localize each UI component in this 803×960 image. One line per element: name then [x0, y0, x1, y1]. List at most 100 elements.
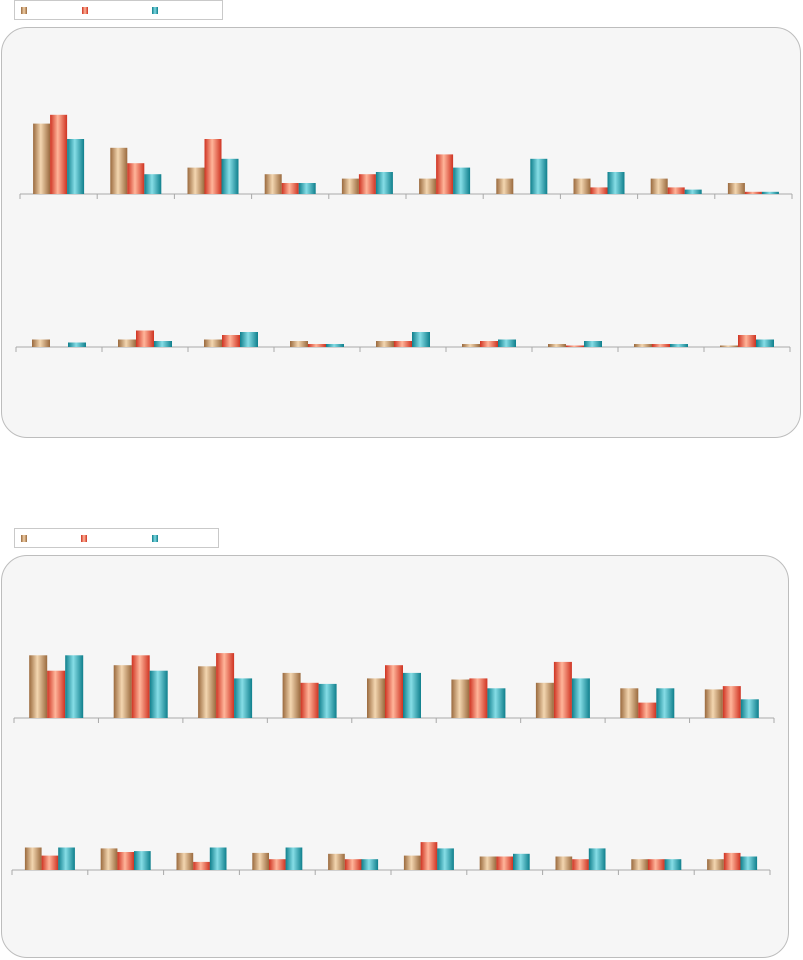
bar-series-1-category-2 [118, 339, 136, 347]
bar-series-2-category-9 [738, 335, 756, 347]
bar-series-3-category-6 [453, 167, 471, 194]
bar-series-1-category-6 [462, 344, 480, 347]
bar-series-2-category-9 [667, 187, 685, 194]
bar-series-3-category-8 [656, 688, 675, 718]
bar-series-2-category-4 [269, 859, 286, 870]
bar-series-3-category-7 [571, 678, 590, 718]
bar-series-1-category-8 [573, 178, 591, 194]
bar-series-3-category-3 [221, 158, 239, 194]
bar-series-1-category-7 [479, 856, 497, 870]
bar-series-1-category-3 [176, 852, 194, 870]
bar-series-1-category-2 [113, 665, 132, 718]
bar-series-3-category-7 [584, 341, 602, 347]
bar-series-2-category-7 [553, 661, 572, 718]
bar-series-2-category-9 [722, 686, 741, 718]
bar-series-1-category-1 [29, 655, 48, 718]
bar-series-3-category-6 [498, 339, 516, 347]
bar-series-2-category-5 [358, 174, 376, 194]
chart-panel-bottom [1, 555, 789, 958]
bar-series-2-category-1 [41, 855, 59, 870]
bar-series-2-category-3 [216, 653, 235, 718]
bar-series-3-category-1 [65, 655, 84, 718]
bar-series-1-category-4 [290, 341, 308, 347]
bar-series-2-category-5 [385, 665, 403, 718]
bar-series-3-category-8 [670, 344, 688, 347]
bar-series-1-category-8 [634, 344, 652, 347]
bar-series-1-category-8 [620, 688, 639, 718]
bar-series-1-category-7 [535, 682, 554, 718]
bar-series-1-category-9 [650, 178, 668, 194]
bar-series-3-category-3 [209, 847, 227, 870]
bar-series-2-category-4 [308, 344, 326, 347]
bar-series-2-category-8 [638, 702, 657, 718]
bar-series-3-category-3 [234, 678, 253, 718]
bar-series-2-category-3 [222, 335, 240, 347]
bar-series-3-category-3 [240, 332, 258, 347]
bar-series-1-category-9 [720, 345, 738, 347]
bar-series-1-category-3 [204, 339, 222, 347]
chart-4 [11, 842, 771, 875]
bar-series-1-category-7 [548, 344, 566, 347]
bar-series-3-category-1 [67, 139, 85, 194]
bar-series-3-category-2 [154, 341, 172, 347]
bar-series-1-category-9 [704, 689, 723, 718]
bar-series-3-category-9 [740, 699, 759, 718]
legend-key-series-2 [82, 7, 88, 14]
bar-series-1-category-2 [100, 848, 118, 870]
legend-top [14, 0, 223, 20]
bar-series-2-category-4 [281, 183, 299, 194]
bar-series-3-category-1 [68, 342, 86, 347]
bar-series-1-category-5 [367, 678, 385, 718]
bar-series-2-category-2 [127, 163, 145, 194]
bar-series-1-category-3 [198, 666, 217, 718]
bar-series-1-category-10 [707, 859, 724, 870]
bar-series-3-category-7 [530, 158, 548, 194]
bar-series-2-category-5 [394, 341, 412, 347]
bar-series-2-category-6 [420, 842, 438, 870]
bar-series-1-category-4 [252, 852, 269, 870]
bar-series-3-category-2 [144, 174, 162, 194]
bar-series-2-category-3 [193, 861, 210, 870]
bar-series-1-category-5 [328, 853, 345, 870]
bar-series-3-category-2 [149, 670, 168, 718]
bar-series-1-category-10 [727, 183, 745, 194]
bar-series-3-category-5 [375, 172, 393, 194]
bar-series-2-category-9 [648, 859, 665, 870]
chart-panel-top [1, 27, 801, 438]
bar-series-2-category-8 [590, 187, 608, 194]
bar-series-1-category-1 [33, 123, 51, 194]
bar-series-3-category-5 [403, 672, 421, 718]
bar-series-2-category-1 [50, 114, 68, 194]
bar-series-3-category-10 [740, 856, 758, 870]
bar-series-1-category-7 [496, 178, 514, 194]
bar-series-2-category-7 [496, 856, 514, 870]
bar-series-2-category-3 [204, 139, 222, 194]
bar-series-3-category-9 [756, 339, 774, 347]
bar-series-3-category-6 [487, 688, 506, 718]
bar-series-2-category-2 [117, 852, 135, 870]
legend-key-series-3 [152, 7, 158, 14]
bar-series-2-category-6 [469, 678, 488, 718]
bar-series-1-category-5 [376, 341, 394, 347]
legend-bottom [14, 528, 219, 548]
chart-3 [13, 653, 775, 723]
bar-series-2-category-5 [344, 859, 362, 870]
bar-series-2-category-6 [480, 341, 498, 347]
bar-series-1-category-6 [403, 855, 421, 870]
bar-series-1-category-4 [282, 672, 301, 718]
bar-series-2-category-7 [566, 345, 584, 347]
bar-series-1-category-6 [451, 679, 470, 718]
bar-series-2-category-10 [744, 191, 762, 194]
bar-series-2-category-10 [723, 852, 741, 870]
bar-series-3-category-10 [761, 191, 779, 194]
bar-series-3-category-9 [664, 859, 682, 870]
bar-series-2-category-6 [436, 154, 454, 194]
chart-1 [19, 114, 793, 199]
bar-series-1-category-9 [631, 859, 648, 870]
bar-series-3-category-4 [326, 344, 344, 347]
bar-series-1-category-1 [24, 847, 42, 870]
bar-series-1-category-3 [187, 167, 205, 194]
chart-2 [15, 330, 791, 352]
bar-series-3-category-9 [684, 189, 702, 194]
